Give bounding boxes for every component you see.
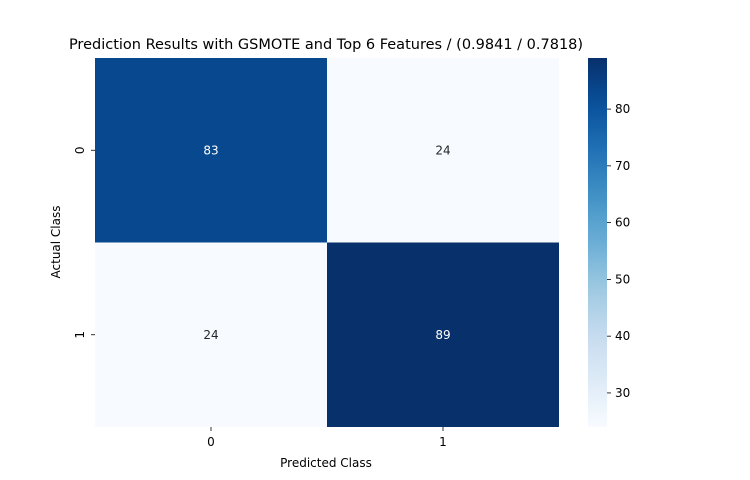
- y-axis-label: Actual Class: [49, 206, 63, 279]
- cell-value-label: 24: [435, 143, 450, 157]
- x-axis-label: Predicted Class: [280, 456, 372, 470]
- colorbar-tick-label: 70: [615, 159, 630, 173]
- y-tick-label: 1: [73, 331, 87, 339]
- colorbar-gradient: [588, 58, 607, 427]
- heatmap-cell: [327, 242, 559, 427]
- colorbar-tick-label: 60: [615, 216, 630, 230]
- heatmap-cell: [327, 58, 559, 243]
- heatmap-cell: [95, 242, 327, 427]
- colorbar-tick-label: 80: [615, 102, 630, 116]
- cell-value-label: 24: [203, 328, 218, 342]
- x-tick-label: 1: [439, 435, 447, 449]
- cell-value-label: 89: [435, 328, 450, 342]
- heatmap-cell: [95, 58, 327, 243]
- y-tick-label: 0: [73, 146, 87, 154]
- colorbar-ticks: 30 40 50 60 70 80: [607, 102, 630, 400]
- chart-title: Prediction Results with GSMOTE and Top 6…: [69, 37, 583, 53]
- x-tick-label: 0: [207, 435, 215, 449]
- cell-value-label: 83: [203, 143, 218, 157]
- colorbar: 30 40 50 60 70 80: [588, 58, 630, 427]
- heatmap-cells: [95, 58, 559, 427]
- heatmap-cell-labels: 83 24 24 89: [203, 143, 450, 342]
- y-axis-ticks: 01: [73, 146, 95, 339]
- colorbar-tick-label: 50: [615, 272, 630, 286]
- colorbar-tick-label: 40: [615, 329, 630, 343]
- colorbar-tick-label: 30: [615, 386, 630, 400]
